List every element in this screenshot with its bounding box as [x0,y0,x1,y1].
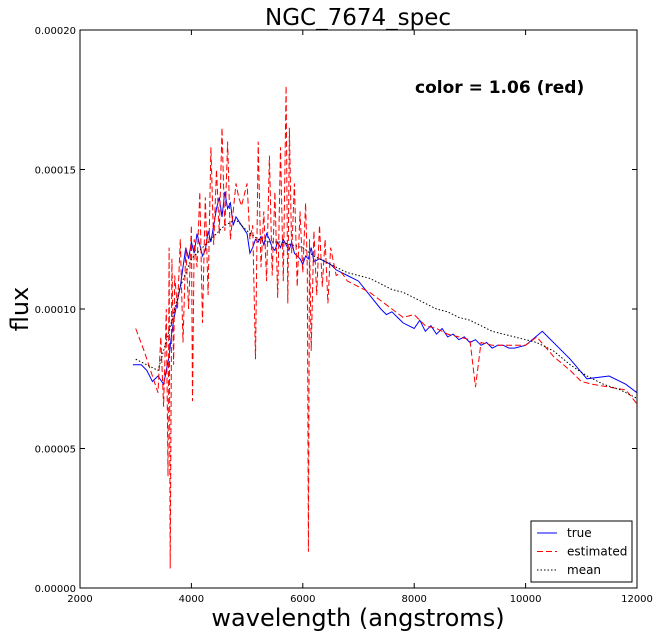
x-tick-label: 2000 [67,594,92,605]
x-tick-label: 8000 [401,594,426,605]
x-tick-label: 6000 [290,594,315,605]
y-tick-label: 0.00000 [35,584,76,595]
chart-title: NGC_7674_spec [265,5,451,31]
y-tick-label: 0.00010 [35,305,76,316]
series-line-estimated [135,85,638,569]
x-tick-label: 12000 [621,594,653,605]
y-tick-label: 0.00015 [35,166,76,177]
color-annotation: color = 1.06 (red) [415,78,584,98]
y-tick-label: 0.00020 [35,26,76,37]
legend-label-mean: mean [567,563,601,577]
legend-label-true: true [567,526,592,540]
y-tick-label: 0.00005 [35,445,76,456]
x-tick-label: 4000 [179,594,204,605]
y-axis-ticks: 0.00000 0.00005 0.00010 0.00015 0.00020 [35,26,637,595]
x-tick-label: 10000 [510,594,542,605]
y-axis-label: flux [6,287,34,332]
series-line-mean [135,219,638,399]
legend: true estimated mean [530,520,633,583]
legend-label-estimated: estimated [567,545,627,559]
series-layer [132,85,638,569]
x-axis-label: wavelength (angstroms) [211,604,504,632]
x-axis-ticks: 2000 4000 6000 8000 10000 12000 [67,30,653,605]
